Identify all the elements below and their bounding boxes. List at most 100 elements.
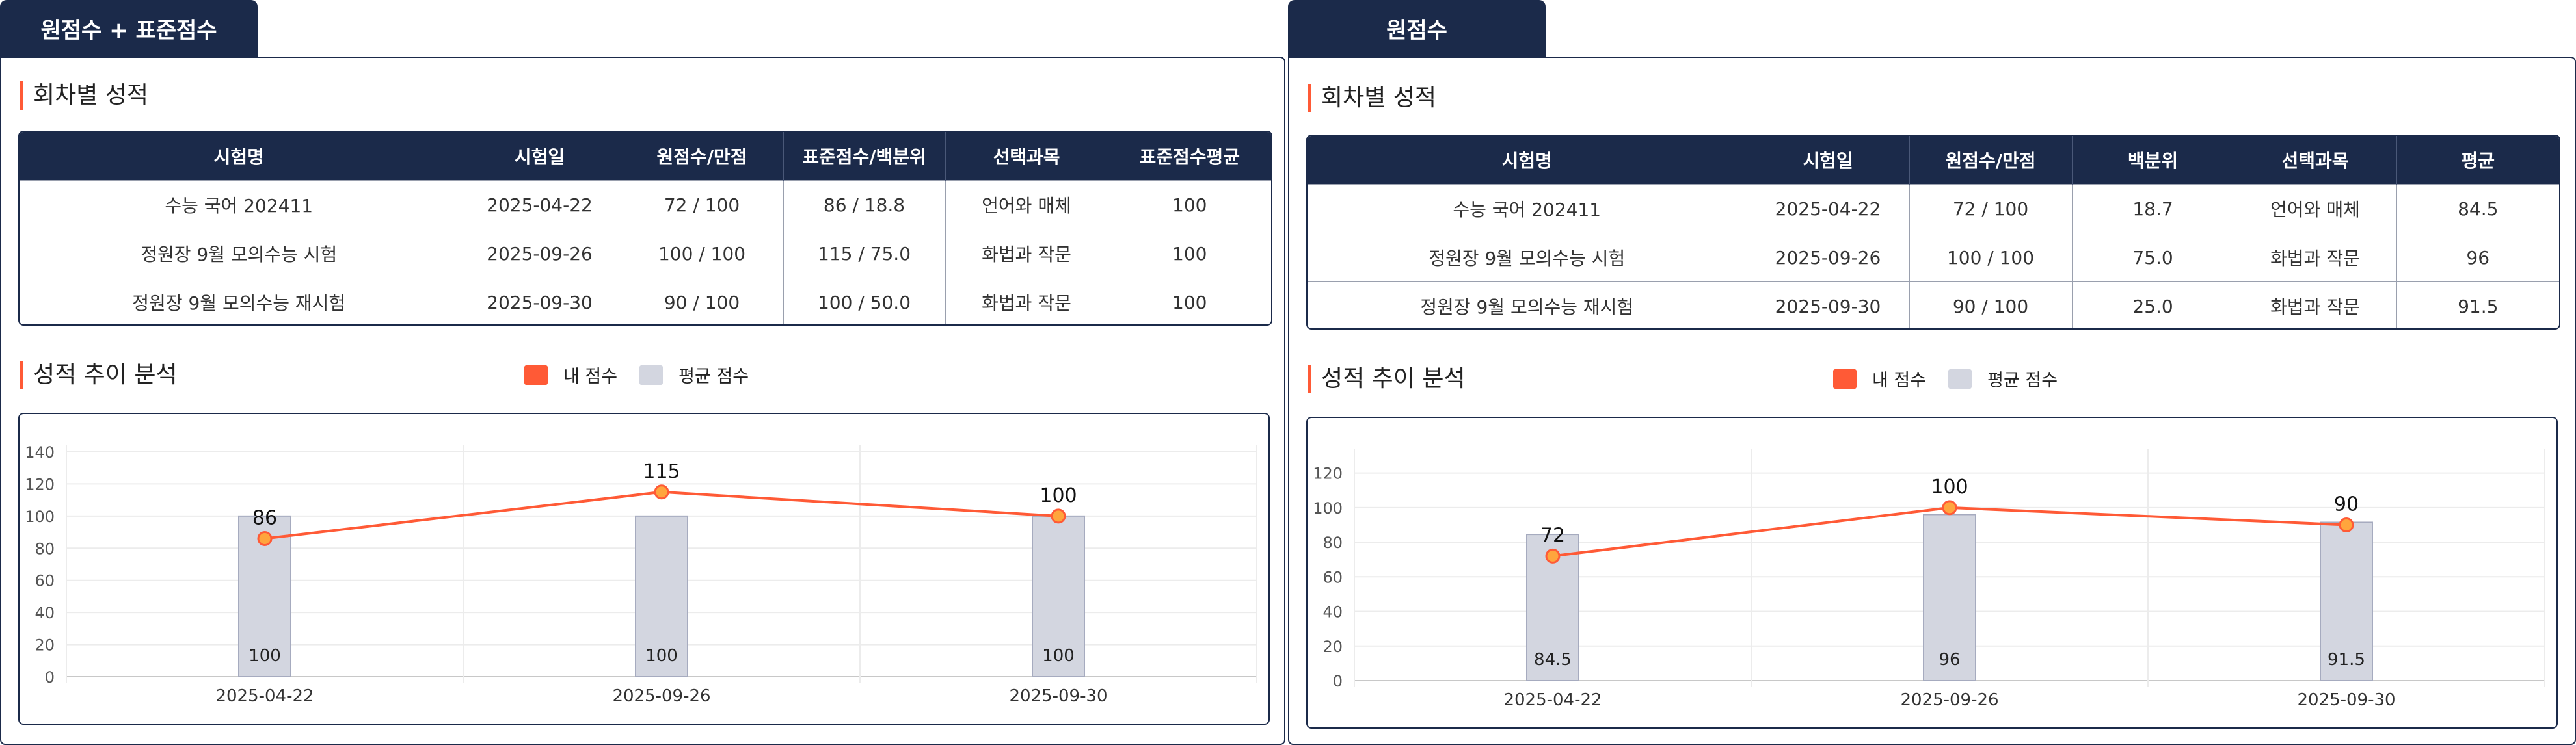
my-score-point xyxy=(257,530,273,546)
my-score-label: 100 xyxy=(1931,476,1968,499)
table-header-row: 시험명 시험일 원점수/만점 표준점수/백분위 선택과목 표준점수평균 xyxy=(20,132,1271,181)
my-score-label: 72 xyxy=(1540,524,1565,547)
y-tick-label: 40 xyxy=(1322,603,1343,621)
cell-standard-percentile: 100 / 50.0 xyxy=(783,278,946,324)
cell-exam-date: 2025-04-22 xyxy=(459,180,621,229)
results-table: 시험명 시험일 원점수/만점 백분위 선택과목 평균 수능 국어 202411 … xyxy=(1306,135,2560,330)
trend-chart: 0 20 40 60 80 100 120 2025-04-22 2025-09-26 2025-… xyxy=(1313,449,2545,710)
my-score-label: 86 xyxy=(252,506,277,529)
cell-raw-score: 100 / 100 xyxy=(621,229,784,278)
legend-swatch-gray xyxy=(639,365,664,385)
table-row: 정원장 9월 모의수능 시험 2025-09-26 100 / 100 75.0… xyxy=(1308,233,2559,282)
column-header-elective: 선택과목 xyxy=(945,132,1108,181)
legend-label: 평균 점수 xyxy=(678,367,749,387)
legend-item-average[interactable]: 평균 점수 xyxy=(639,362,749,387)
legend-item-mine[interactable]: 내 점수 xyxy=(1833,366,1926,391)
panel-frame: 회차별 성적 시험명 시험일 원점수/만점 백분위 선택과목 평균 xyxy=(1288,57,2576,745)
cell-exam-date: 2025-09-26 xyxy=(1747,233,1910,282)
average-bar-label: 91.5 xyxy=(2328,650,2365,670)
column-header-exam-name: 시험명 xyxy=(1308,136,1747,185)
cell-raw-score: 72 / 100 xyxy=(1909,184,2073,233)
average-bar-label: 84.5 xyxy=(1534,650,1572,670)
cell-exam-name: 정원장 9월 모의수능 시험 xyxy=(1308,233,1747,282)
column-header-exam-date: 시험일 xyxy=(1747,136,1910,185)
y-tick-label: 40 xyxy=(34,604,55,622)
column-header-raw-score: 원점수/만점 xyxy=(1909,136,2073,185)
cell-elective: 화법과 작문 xyxy=(945,278,1108,324)
trend-chart-box: 0 20 40 60 80 100 120 2025-04-22 2025-09-26 2025-… xyxy=(1306,417,2558,729)
table-row: 정원장 9월 모의수능 재시험 2025-09-30 90 / 100 25.0… xyxy=(1308,281,2559,328)
column-header-raw-score: 원점수/만점 xyxy=(621,132,784,181)
y-tick-label: 0 xyxy=(45,668,55,686)
cell-raw-score: 72 / 100 xyxy=(621,180,784,229)
table-row: 정원장 9월 모의수능 시험 2025-09-26 100 / 100 115 … xyxy=(20,229,1271,278)
column-header-elective: 선택과목 xyxy=(2234,136,2397,185)
x-tick-label: 2025-09-26 xyxy=(1900,690,1998,710)
my-score-label: 115 xyxy=(643,460,680,483)
column-header-exam-name: 시험명 xyxy=(20,132,459,181)
section-title-trend: 성적 추이 분석 xyxy=(20,361,178,389)
x-tick-label: 2025-09-30 xyxy=(1009,686,1107,706)
average-bar xyxy=(635,515,688,677)
column-header-standard-average: 표준점수평균 xyxy=(1108,132,1271,181)
my-score-point xyxy=(2339,517,2354,532)
my-score-point xyxy=(1942,500,1957,516)
cell-exam-date: 2025-09-30 xyxy=(1747,281,1910,328)
panel-raw: 원점수 회차별 성적 시험명 시험일 원점수/만점 백분위 선택과목 평균 xyxy=(1288,0,2576,745)
y-tick-label: 60 xyxy=(1322,568,1343,586)
table-header-row: 시험명 시험일 원점수/만점 백분위 선택과목 평균 xyxy=(1308,136,2559,185)
average-bar-label: 100 xyxy=(248,646,281,666)
y-tick-label: 80 xyxy=(34,540,55,558)
my-score-point xyxy=(654,484,669,500)
cell-percentile: 25.0 xyxy=(2072,281,2234,328)
cell-average: 91.5 xyxy=(2396,281,2559,328)
cell-elective: 언어와 매체 xyxy=(945,180,1108,229)
section-title-trend: 성적 추이 분석 xyxy=(1308,365,1466,393)
cell-standard-percentile: 115 / 75.0 xyxy=(783,229,946,278)
y-tick-label: 80 xyxy=(1322,534,1343,552)
x-tick-label: 2025-09-26 xyxy=(612,686,710,706)
cell-standard-average: 100 xyxy=(1108,180,1271,229)
my-score-label: 90 xyxy=(2334,493,2359,516)
table-row: 정원장 9월 모의수능 재시험 2025-09-30 90 / 100 100 … xyxy=(20,278,1271,324)
x-tick-label: 2025-04-22 xyxy=(215,686,314,706)
section-title-results: 회차별 성적 xyxy=(1308,84,1436,112)
cell-exam-name: 정원장 9월 모의수능 재시험 xyxy=(1308,281,1747,328)
legend-swatch-orange xyxy=(524,365,548,385)
legend-label: 내 점수 xyxy=(563,367,618,387)
cell-average: 96 xyxy=(2396,233,2559,282)
cell-exam-date: 2025-09-26 xyxy=(459,229,621,278)
cell-exam-name: 정원장 9월 모의수능 시험 xyxy=(20,229,459,278)
my-score-point xyxy=(1545,548,1561,564)
x-tick-label: 2025-04-22 xyxy=(1503,690,1602,710)
cell-elective: 화법과 작문 xyxy=(2234,233,2397,282)
cell-elective: 언어와 매체 xyxy=(2234,184,2397,233)
cell-standard-average: 100 xyxy=(1108,278,1271,324)
panel-raw-standard: 원점수 + 표준점수 회차별 성적 시험명 시험일 원점수/만점 표준점수/백분… xyxy=(0,0,1285,745)
my-score-label: 100 xyxy=(1040,484,1077,507)
y-tick-label: 100 xyxy=(1313,499,1343,517)
results-table: 시험명 시험일 원점수/만점 표준점수/백분위 선택과목 표준점수평균 수능 국… xyxy=(18,131,1272,326)
legend-item-mine[interactable]: 내 점수 xyxy=(524,362,617,387)
chart-legend: 내 점수 평균 점수 xyxy=(1833,366,2080,391)
cell-raw-score: 90 / 100 xyxy=(1909,281,2073,328)
tab-raw[interactable]: 원점수 xyxy=(1288,0,1546,57)
column-header-percentile: 백분위 xyxy=(2072,136,2234,185)
cell-percentile: 75.0 xyxy=(2072,233,2234,282)
legend-label: 내 점수 xyxy=(1872,371,1927,391)
cell-average: 84.5 xyxy=(2396,184,2559,233)
legend-item-average[interactable]: 평균 점수 xyxy=(1948,366,2058,391)
legend-swatch-gray xyxy=(1948,369,1972,389)
y-tick-label: 20 xyxy=(34,636,55,655)
cell-standard-average: 100 xyxy=(1108,229,1271,278)
chart-legend: 내 점수 평균 점수 xyxy=(524,362,771,387)
y-tick-label: 120 xyxy=(1313,465,1343,483)
tab-raw-standard[interactable]: 원점수 + 표준점수 xyxy=(0,0,258,57)
y-tick-label: 60 xyxy=(34,572,55,590)
column-header-average: 평균 xyxy=(2396,136,2559,185)
cell-exam-name: 정원장 9월 모의수능 재시험 xyxy=(20,278,459,324)
y-tick-label: 120 xyxy=(25,475,55,493)
y-tick-label: 20 xyxy=(1322,638,1343,656)
cell-elective: 화법과 작문 xyxy=(2234,281,2397,328)
trend-chart-box: 0 20 40 60 80 100 120 140 2025-04-22 2025-09-26 20… xyxy=(18,413,1270,725)
